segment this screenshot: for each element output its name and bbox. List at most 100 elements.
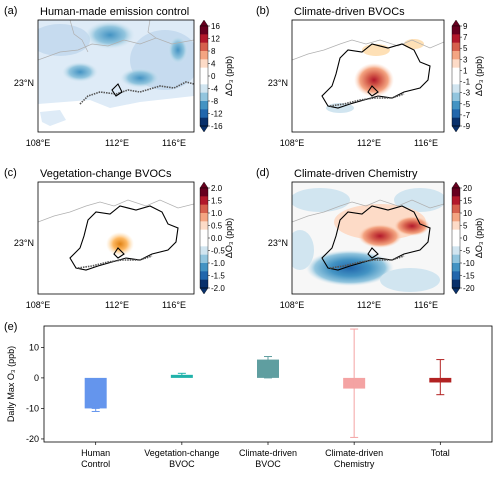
lon-tick: 108°E: [280, 300, 305, 310]
colorbar: 2.0 1.5 1.0 0.5 0.0 -0.5 -1.0 -1.5 -2.0 ΔO₃ (ppb): [199, 181, 234, 295]
colorbar-swatch: [452, 271, 460, 280]
colorbar-tick-label: 1: [463, 66, 468, 75]
colorbar-tick-label: 4: [211, 60, 216, 69]
colorbar-tick-label: 0: [463, 234, 468, 243]
lon-tick: 112°E: [357, 138, 381, 148]
colorbar-swatch: [452, 67, 460, 77]
colorbar-label: ΔO₃ (ppb): [224, 56, 234, 96]
lon-tick: 116°E: [414, 300, 438, 310]
colorbar-swatch: [452, 76, 460, 85]
colorbar-swatch: [200, 246, 208, 255]
x-axis: Human Control Vegetation-change BVOC Climate…: [81, 442, 450, 469]
x-tick-label: Human Control: [81, 448, 110, 469]
lon-tick: 116°E: [162, 300, 186, 310]
colorbar-swatch: [452, 229, 460, 239]
colorbar-swatch: [200, 196, 208, 205]
colorbar-extend-top: [451, 181, 461, 189]
colorbar-tick-label: -5: [463, 247, 471, 256]
plot-frame: [43, 325, 493, 443]
colorbar-swatch: [452, 101, 460, 110]
colorbar-swatch: [452, 188, 460, 197]
colorbar-swatch: [452, 263, 460, 272]
colorbar-tick-label: -15: [463, 272, 475, 281]
colorbar-tick-label: 5: [463, 44, 468, 53]
lat-tick: 23°N: [14, 238, 34, 248]
colorbar-tick-label: 8: [211, 47, 216, 56]
x-tick-label: Vegetation-change BVOC: [144, 448, 219, 469]
colorbar-tick-label: 7: [463, 33, 468, 42]
x-tick-label: Total: [431, 448, 450, 458]
colorbar-swatch: [200, 101, 208, 110]
colorbar-tick-label: 9: [463, 22, 468, 31]
map-panel-d: (d) Climate-driven Chemistry 108°E 112°E…: [256, 167, 445, 310]
colorbar-swatch: [452, 221, 460, 230]
colorbar-tick-label: -1.5: [211, 272, 225, 281]
colorbar-swatch: [452, 59, 460, 68]
colorbar-label: ΔO₃ (ppb): [474, 218, 484, 258]
colorbar-tick-label: 0.0: [211, 234, 223, 243]
colorbar-extend-top: [199, 19, 209, 27]
colorbar-tick-label: 1.5: [211, 197, 223, 206]
colorbar-swatch: [200, 204, 208, 214]
colorbar-swatch: [452, 213, 460, 222]
map-field: [38, 182, 194, 294]
colorbar-swatch: [200, 34, 208, 43]
y-axis: -20 -10 0 10: [26, 342, 44, 444]
colorbar-tick-label: -1: [463, 78, 471, 87]
colorbar-tick-label: 16: [211, 22, 220, 31]
lat-tick: 23°N: [14, 78, 34, 88]
colorbar-tick-label: -8: [211, 97, 219, 106]
lat-tick: 23°N: [268, 78, 288, 88]
colorbar-tick-label: 2.0: [211, 184, 223, 193]
colorbar-tick-label: -20: [463, 284, 475, 293]
colorbar-tick-label: -4: [211, 85, 219, 94]
panel-letter: (c): [4, 167, 17, 179]
lat-tick: 23°N: [268, 238, 288, 248]
y-axis-label: Daily Max O₃ (ppb): [6, 346, 16, 422]
panel-letter: (d): [256, 167, 269, 179]
panel-title: Vegetation-change BVOCs: [40, 168, 172, 180]
colorbar-swatch: [452, 109, 460, 118]
colorbar-swatch: [200, 213, 208, 222]
panel-title: Climate-driven Chemistry: [294, 168, 418, 180]
colorbar-tick-label: 12: [211, 35, 220, 44]
colorbar-tick-label: -10: [463, 259, 475, 268]
colorbar-swatch: [200, 263, 208, 272]
colorbar-tick-label: 0.5: [211, 222, 223, 231]
panel-letter: (a): [4, 5, 17, 17]
colorbar-swatch: [200, 51, 208, 60]
colorbar-tick-label: 1.0: [211, 209, 223, 218]
map-panel-b: (b) Climate-driven BVOCs 108°E 112°E 116…: [256, 5, 445, 148]
colorbar: 16 12 8 4 0 -4 -8 -12 -16 ΔO₃ (ppb): [199, 19, 234, 133]
colorbar-tick-label: -7: [463, 111, 471, 120]
colorbar-extend-top: [451, 19, 461, 27]
y-tick-label: 10: [29, 342, 39, 352]
colorbar-tick-label: -0.5: [211, 247, 225, 256]
colorbar: 9 7 5 3 1 -1 -3 -5 -7 -9 ΔO₃ (ppb): [451, 19, 484, 133]
colorbar-extend-top: [199, 181, 209, 189]
y-tick-label: -10: [26, 403, 39, 413]
colorbar-tick-label: -3: [463, 89, 471, 98]
lon-tick: 112°E: [357, 300, 381, 310]
map-frame: [37, 181, 195, 295]
colorbar: 20 15 10 5 0 -5 -10 -15 -20 ΔO₃ (ppb): [451, 181, 484, 295]
y-tick-label: -20: [26, 434, 39, 444]
colorbar-swatch: [200, 229, 208, 239]
bar: [84, 377, 107, 409]
colorbar-tick-label: 20: [463, 184, 472, 193]
colorbar-swatch: [200, 92, 208, 102]
colorbar-swatch: [200, 76, 208, 85]
bar-chart-panel-e: (e) Daily Max O₃ (ppb) -20 -10 0 10 Human Co…: [4, 321, 493, 469]
colorbar-extend-bottom: [451, 287, 461, 295]
panel-title: Human-made emission control: [40, 6, 189, 18]
lon-tick: 108°E: [26, 138, 51, 148]
colorbar-tick-label: 3: [463, 55, 468, 64]
colorbar-swatch: [200, 109, 208, 118]
x-tick-label: Climate-driven BVOC: [239, 448, 297, 469]
map-field: [292, 20, 444, 132]
lon-tick: 112°E: [105, 300, 129, 310]
colorbar-swatch: [452, 92, 460, 102]
colorbar-extend-bottom: [451, 125, 461, 133]
colorbar-swatch: [200, 254, 208, 264]
